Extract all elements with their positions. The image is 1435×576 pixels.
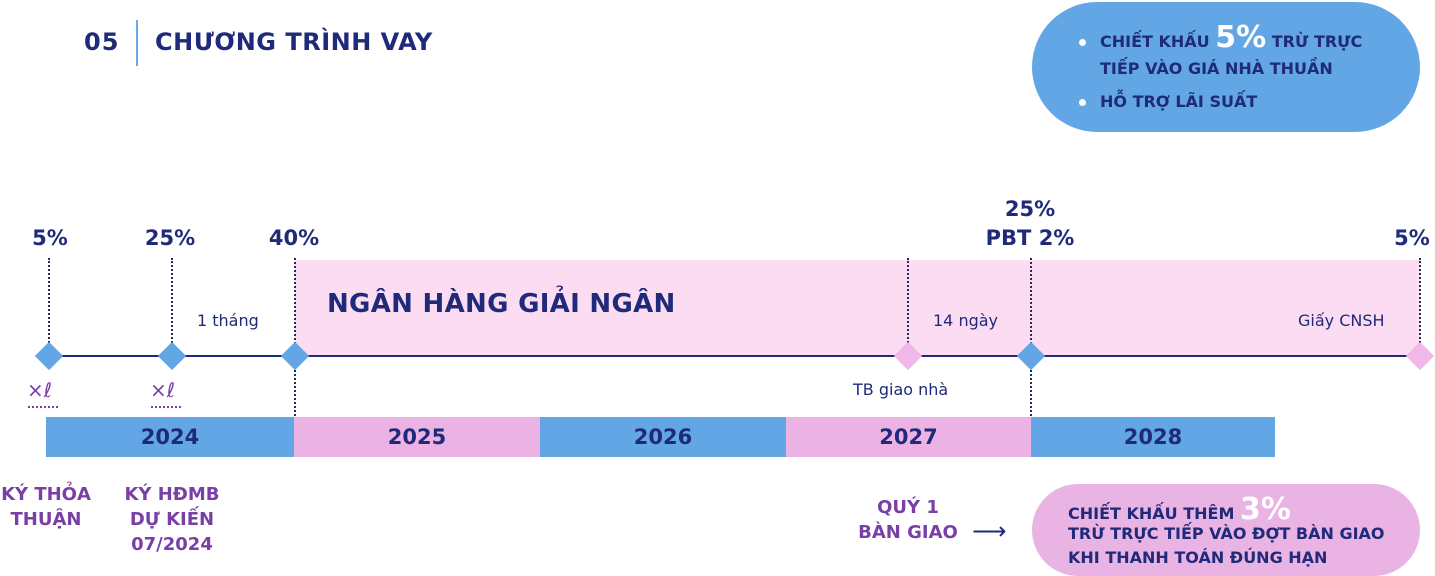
promo2-line1-prefix: CHIẾT KHẤU THÊM <box>1068 504 1235 523</box>
year-2025: 2025 <box>294 417 540 457</box>
promo2-percent: 3% <box>1239 492 1291 527</box>
milestone-line-3 <box>294 258 296 416</box>
bullet-icon <box>1079 39 1086 46</box>
signature-icon: ×ℓ <box>150 378 176 402</box>
milestone-line-4 <box>1030 258 1032 416</box>
bank-disbursement-zone <box>295 260 908 355</box>
year-2027: 2027 <box>786 417 1031 457</box>
arrow-right-icon: ⟶ <box>972 517 1007 545</box>
handover-line-2: BÀN GIAO <box>858 522 958 543</box>
tb-handover-label: TB giao nhà <box>853 380 949 399</box>
sign-agreement-line-2: THUẬN <box>10 509 82 530</box>
sign-hdmb-line-2: DỰ KIẾN <box>129 509 215 530</box>
milestone-marker <box>34 341 64 371</box>
promo-line1-prefix: CHIẾT KHẤU <box>1100 32 1210 51</box>
sign-hdmb-line-3: 07/2024 <box>131 534 213 555</box>
bank-disbursement-label: NGÂN HÀNG GIẢI NGÂN <box>327 289 676 319</box>
cnsh-label: Giấy CNSH <box>1298 311 1385 330</box>
promo2-line-3: KHI THANH TOÁN ĐÚNG HẠN <box>1068 548 1328 567</box>
header-divider <box>136 20 138 66</box>
promo2-line-2: TRỪ TRỰC TIẾP VÀO ĐỢT BÀN GIAO <box>1068 524 1385 543</box>
year-2024: 2024 <box>46 417 294 457</box>
milestone-4-percent: 25% <box>1004 197 1056 221</box>
sign-agreement-line-1: KÝ THỎA <box>1 484 91 505</box>
promo-line-2: TIẾP VÀO GIÁ NHÀ THUẦN <box>1100 59 1333 78</box>
fourteen-days-label: 14 ngày <box>933 311 999 330</box>
section-title: CHƯƠNG TRÌNH VAY <box>155 28 433 56</box>
year-2028: 2028 <box>1031 417 1275 457</box>
milestone-3-percent: 40% <box>268 226 320 250</box>
sign-hdmb-line-1: KÝ HĐMB <box>124 484 220 505</box>
promo2-line-1: CHIẾT KHẤU THÊM 3% <box>1068 492 1291 527</box>
bullet-icon <box>1079 99 1086 106</box>
signature-icon: ×ℓ <box>27 378 53 402</box>
one-month-label: 1 tháng <box>197 311 259 330</box>
sign-agreement-label: KÝ THỎA THUẬN <box>0 482 92 532</box>
milestone-4-pbt: PBT 2% <box>985 226 1075 250</box>
milestone-1-percent: 5% <box>32 226 68 250</box>
section-number: 05 <box>84 28 120 56</box>
milestone-line-2 <box>171 258 173 354</box>
promo-line1-suffix: TRỪ TRỰC <box>1271 32 1363 51</box>
milestone-5-percent: 5% <box>1394 226 1430 250</box>
timeline-axis <box>49 355 1421 357</box>
sign-hdmb-label: KÝ HĐMB DỰ KIẾN 07/2024 <box>118 482 226 557</box>
fourteen-days-zone <box>908 260 1031 355</box>
promo-percent: 5% <box>1215 20 1267 55</box>
handover-label: QUÝ 1 BÀN GIAO <box>848 495 968 545</box>
cnsh-zone <box>1031 260 1420 355</box>
signature-dots <box>151 406 181 408</box>
milestone-2-percent: 25% <box>144 226 196 250</box>
milestone-line-tb <box>907 258 909 354</box>
handover-line-1: QUÝ 1 <box>877 497 939 518</box>
promo-line-1: CHIẾT KHẤU 5% TRỪ TRỰC <box>1100 20 1362 55</box>
milestone-line-5 <box>1419 258 1421 354</box>
year-2026: 2026 <box>540 417 786 457</box>
promo-line-3: HỖ TRỢ LÃI SUẤT <box>1100 92 1258 111</box>
signature-dots <box>28 406 58 408</box>
milestone-marker <box>157 341 187 371</box>
milestone-line-1 <box>48 258 50 354</box>
promo-discount-pill: CHIẾT KHẤU 5% TRỪ TRỰC TIẾP VÀO GIÁ NHÀ … <box>1032 2 1420 132</box>
promo-extra-discount-pill: CHIẾT KHẤU THÊM 3% TRỪ TRỰC TIẾP VÀO ĐỢT… <box>1032 484 1420 576</box>
